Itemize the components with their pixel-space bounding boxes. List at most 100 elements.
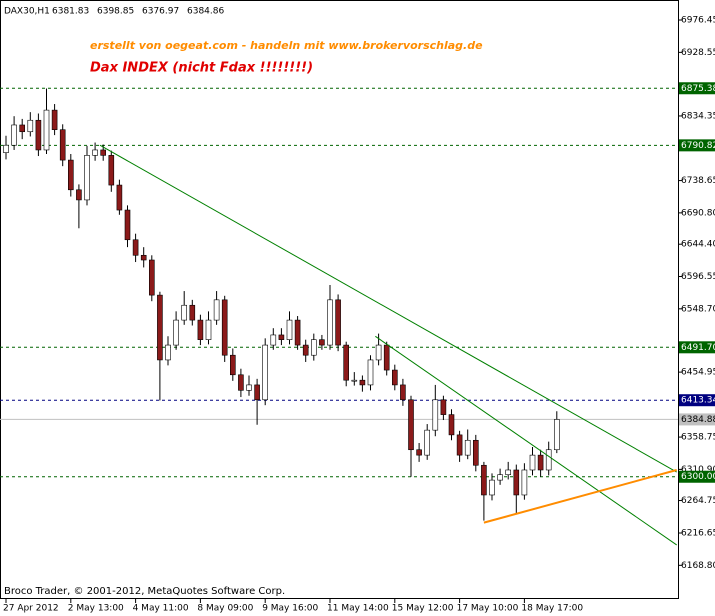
candle-body xyxy=(19,124,26,133)
y-tick-label: 6834.35 xyxy=(681,111,715,121)
level-label-bg xyxy=(679,82,715,95)
trendline xyxy=(375,335,677,546)
level-label-bg xyxy=(679,394,715,407)
candle-body xyxy=(456,434,463,456)
candle-body xyxy=(351,379,358,382)
candle-body xyxy=(213,299,220,321)
level-label-bg xyxy=(679,470,715,483)
candle-body xyxy=(124,209,131,241)
candle-body xyxy=(27,119,34,133)
candle-body xyxy=(319,339,325,346)
level-label-bg xyxy=(679,139,715,152)
y-tick-label: 6690.80 xyxy=(681,208,715,218)
symbol: DAX30,H1 xyxy=(4,7,50,17)
y-tick-label: 6168.80 xyxy=(681,561,715,571)
candle-body xyxy=(432,399,439,431)
y-tick-label: 6264.75 xyxy=(681,496,715,506)
candle-body xyxy=(335,299,341,346)
level-label: 6300.00 xyxy=(681,472,715,482)
candle-body xyxy=(108,155,115,186)
candle-body xyxy=(375,344,382,361)
candle-body xyxy=(59,129,66,161)
chart-title: Dax INDEX (nicht Fdax !!!!!!!!) xyxy=(90,61,313,76)
candle-body xyxy=(521,469,528,496)
candle-body xyxy=(400,384,406,401)
candle-body xyxy=(51,109,58,131)
x-tick-label: 15 May 12:00 xyxy=(392,604,454,614)
candle-body xyxy=(181,304,187,321)
candle-body xyxy=(424,429,431,456)
x-tick-label: 17 May 10:00 xyxy=(457,604,519,614)
y-tick-label: 6454.95 xyxy=(681,368,715,378)
candle-body xyxy=(286,319,293,340)
trendline xyxy=(99,144,677,473)
candle-body xyxy=(391,369,398,386)
y-tick-label: 6928.55 xyxy=(681,48,715,58)
level-label: 6491.70 xyxy=(681,343,715,353)
y-tick-label: 6644.40 xyxy=(681,240,715,250)
candle-body xyxy=(383,344,390,371)
candle-body xyxy=(43,109,50,151)
trendline xyxy=(483,469,677,524)
x-tick-label: 18 May 17:00 xyxy=(521,604,583,614)
candle-body xyxy=(302,344,309,356)
y-tick-label: 6976.45 xyxy=(681,16,715,26)
level-label: 6384.88 xyxy=(681,415,715,425)
candle-body xyxy=(537,454,544,471)
header-value: 6376.97 xyxy=(142,7,179,17)
candle-body xyxy=(464,439,471,456)
candle-body xyxy=(205,319,212,340)
candle-body xyxy=(440,399,447,415)
y-tick-label: 6216.65 xyxy=(681,529,715,539)
candle-body xyxy=(529,454,536,471)
candle-body xyxy=(416,449,422,456)
candle-body xyxy=(497,474,503,481)
candle-body xyxy=(116,184,123,211)
y-tick-label: 6310.90 xyxy=(681,465,715,475)
candle-body xyxy=(343,344,350,381)
y-tick-label: 6358.75 xyxy=(681,433,715,443)
candle-body xyxy=(472,439,479,466)
x-tick-label: 2 May 13:00 xyxy=(68,604,124,614)
level-label: 6875.38 xyxy=(681,84,715,94)
candle-body xyxy=(254,384,260,401)
candle-body xyxy=(513,469,520,496)
candle-body xyxy=(489,479,495,496)
candle-body xyxy=(310,339,317,356)
candle-body xyxy=(221,299,228,356)
plot-frame xyxy=(0,0,679,599)
candle-body xyxy=(173,319,179,346)
candle-body xyxy=(545,449,552,471)
candle-body xyxy=(140,254,147,261)
candle-body xyxy=(359,379,366,386)
candle-body xyxy=(149,259,155,296)
candle-body xyxy=(230,354,236,376)
candle-body xyxy=(11,124,17,146)
footer: Broco Trader, © 2001-2012, MetaQuotes So… xyxy=(4,586,285,597)
candle-body xyxy=(3,144,9,153)
candle-body xyxy=(481,464,487,496)
candle-body xyxy=(35,119,42,151)
header-value: 6381.83 xyxy=(52,7,89,17)
candle-body xyxy=(246,384,252,391)
level-label: 6790.82 xyxy=(681,141,715,151)
candle-body xyxy=(270,334,277,346)
level-label: 6413.34 xyxy=(681,396,715,406)
level-label-bg xyxy=(679,413,715,426)
header-value: 6398.85 xyxy=(97,7,134,17)
y-tick-label: 6548.70 xyxy=(681,304,715,314)
candle-body xyxy=(367,359,374,386)
candle-body xyxy=(92,149,98,156)
candle-body xyxy=(448,414,455,436)
candle-body xyxy=(189,304,196,321)
x-tick-label: 11 May 14:00 xyxy=(327,604,389,614)
candle-body xyxy=(327,299,333,346)
candle-body xyxy=(100,149,106,156)
candle-body xyxy=(505,469,512,476)
watermark: erstellt von oegeat.com - handeln mit ww… xyxy=(90,39,483,52)
candle-body xyxy=(238,374,244,391)
candle-body xyxy=(197,319,204,340)
x-tick-label: 8 May 09:00 xyxy=(197,604,253,614)
candle-body xyxy=(408,399,414,451)
